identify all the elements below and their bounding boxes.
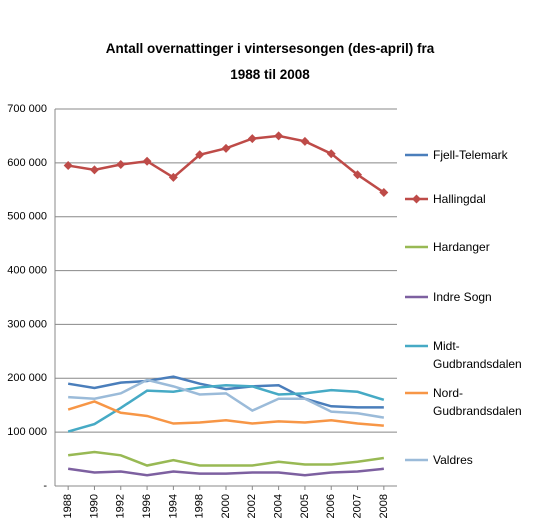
point-marker [168,172,178,182]
point-marker [247,134,257,144]
point-marker [300,136,310,146]
point-marker [89,165,99,175]
chart-title: Antall overnattinger i vintersesongen (d… [105,41,435,82]
y-tick-label: - [43,480,47,492]
x-tick-label: 1994 [167,494,179,518]
legend-marker [412,194,421,204]
x-tick-label: 1990 [88,494,100,518]
point-marker [326,149,336,159]
legend-label: Hardanger [433,240,490,254]
point-marker [274,131,284,141]
x-tick-label: 1992 [115,494,127,518]
y-tick-label: 100 000 [7,426,47,438]
y-tick-label: 500 000 [7,211,47,223]
legend-label: Hallingdal [433,192,486,206]
point-marker [221,143,231,153]
y-tick-label: 600 000 [7,157,47,169]
x-tick-label: 1988 [62,494,74,518]
series-line [67,400,384,427]
x-tick-label: 1998 [194,494,206,518]
series-line [67,467,384,477]
x-tick-label: 2002 [246,494,258,518]
series-line [67,384,385,433]
series-line [68,378,385,419]
x-tick-label: 2006 [325,494,337,518]
x-tick-label: 2008 [378,494,390,518]
series-line [68,450,385,467]
y-tick-label: 400 000 [7,264,47,276]
legend-label: Valdres [433,453,473,467]
y-tick-label: 300 000 [7,318,47,330]
point-marker [353,170,363,180]
legend-label: Nord-Gudbrandsdalen [433,386,522,418]
point-marker [63,161,73,171]
legend-label: Indre Sogn [433,290,492,304]
x-tick-label: 2007 [351,494,363,518]
x-tick-label: 1996 [141,494,153,518]
series-line [67,375,384,409]
y-tick-label: 700 000 [7,103,47,115]
point-marker [116,159,126,169]
legend-label: Fjell-Telemark [433,148,508,162]
point-marker [195,150,205,160]
point-marker [379,187,389,197]
point-marker [142,156,152,166]
legend-label: Midt-Gudbrandsdalen [433,339,522,371]
y-tick-label: 200 000 [7,372,47,384]
x-tick-label: 2004 [273,494,285,518]
x-tick-label: 2000 [220,494,232,518]
x-tick-label: 2005 [299,494,311,518]
